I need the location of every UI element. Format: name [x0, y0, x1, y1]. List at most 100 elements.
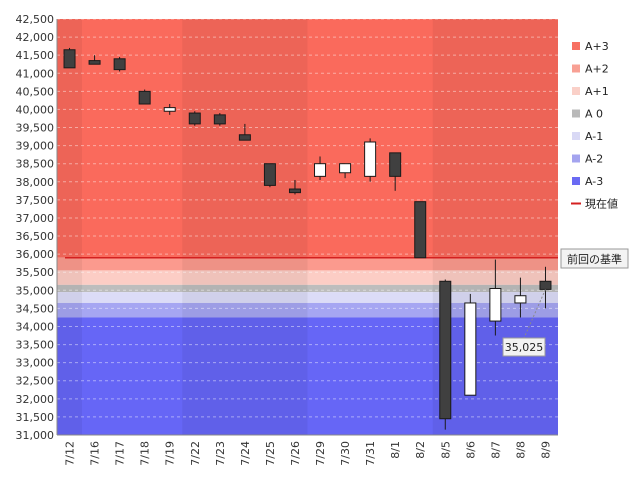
- candle-8/1: [389, 152, 402, 191]
- candle-7/23: [213, 113, 226, 126]
- candle-body-8/5: [439, 280, 452, 420]
- y-tick-label-14: 38,000: [16, 176, 55, 189]
- legend-label-7: 現在値: [585, 198, 618, 211]
- zone-band-0: [57, 19, 558, 258]
- zone-band-1: [57, 257, 558, 271]
- week-shade-2: [432, 19, 558, 435]
- y-tick-label-20: 41,000: [16, 67, 55, 80]
- candle-body-8/1: [389, 152, 402, 177]
- y-tick-label-8: 35,000: [16, 284, 55, 297]
- legend-label-1: A+2: [585, 63, 609, 76]
- candle-7/12: [63, 47, 76, 69]
- x-axis-tick-labels: 7/12 7/16 7/17 7/18 7/19 7/22 7/23 7/24 7/25 7/26…: [64, 441, 553, 466]
- candle-8/5: [439, 279, 452, 430]
- y-tick-label-1: 31,500: [16, 411, 55, 424]
- y-tick-label-6: 34,000: [16, 320, 55, 333]
- candle-7/17: [113, 56, 126, 72]
- candle-body-7/30: [339, 163, 352, 174]
- zone-band-5: [57, 302, 558, 318]
- x-tick-label-7/26: 7/26: [289, 441, 302, 466]
- x-tick-label-7/23: 7/23: [214, 441, 227, 466]
- y-tick-label-23: 42,500: [16, 13, 55, 26]
- candle-8/2: [414, 201, 427, 259]
- y-tick-label-16: 39,000: [16, 140, 55, 153]
- candle-body-7/26: [288, 188, 301, 194]
- y-tick-label-10: 36,000: [16, 248, 55, 261]
- candles: [63, 47, 552, 430]
- x-tick-label-8/2: 8/2: [414, 441, 427, 459]
- x-tick-label-7/30: 7/30: [339, 441, 352, 466]
- candle-body-8/2: [414, 201, 427, 259]
- candle-body-7/18: [138, 90, 151, 105]
- candle-7/31: [364, 138, 377, 182]
- candle-7/29: [314, 156, 327, 180]
- legend-swatch-5: [572, 154, 580, 163]
- x-tick-label-8/1: 8/1: [389, 441, 402, 459]
- y-tick-label-2: 32,000: [16, 393, 55, 406]
- reference-label: 前回の基準: [560, 248, 629, 269]
- y-tick-label-3: 32,500: [16, 375, 55, 388]
- x-tick-label-7/31: 7/31: [364, 441, 377, 466]
- y-tick-label-22: 42,000: [16, 31, 55, 44]
- y-tick-label-21: 41,500: [16, 49, 55, 62]
- candle-7/26: [288, 179, 301, 195]
- x-tick-label-7/17: 7/17: [114, 441, 127, 466]
- x-tick-label-8/6: 8/6: [464, 441, 477, 459]
- candle-7/24: [238, 123, 251, 141]
- x-tick-label-7/24: 7/24: [239, 441, 252, 466]
- legend-item-7: 現在値: [571, 198, 618, 211]
- zone-band-4: [57, 292, 558, 303]
- candle-8/7: [489, 259, 502, 336]
- zone-band-3: [57, 284, 558, 293]
- candle-body-7/25: [263, 163, 276, 186]
- zone-band-2: [57, 270, 558, 285]
- legend-item-1: A+2: [572, 63, 609, 76]
- callout-box: [502, 337, 546, 357]
- legend-item-3: A 0: [572, 108, 603, 121]
- x-tick-label-7/25: 7/25: [264, 441, 277, 466]
- legend-label-3: A 0: [585, 108, 603, 121]
- x-tick-label-7/19: 7/19: [164, 441, 177, 466]
- x-tick-label-8/7: 8/7: [489, 441, 502, 459]
- y-tick-label-13: 37,500: [16, 194, 55, 207]
- y-tick-label-12: 37,000: [16, 212, 55, 225]
- legend-item-4: A-1: [572, 130, 603, 143]
- y-tick-label-9: 35,500: [16, 266, 55, 279]
- legend-item-0: A+3: [572, 40, 609, 53]
- legend-label-6: A-3: [585, 175, 603, 188]
- legend-item-6: A-3: [572, 175, 603, 188]
- x-tick-label-8/5: 8/5: [439, 441, 452, 459]
- candle-body-7/12: [63, 49, 76, 69]
- y-tick-label-11: 36,500: [16, 230, 55, 243]
- legend-swatch-3: [572, 109, 580, 118]
- y-tick-label-15: 38,500: [16, 158, 55, 171]
- y-tick-label-18: 40,000: [16, 103, 55, 116]
- legend-label-5: A-2: [585, 153, 603, 166]
- candle-body-8/9: [539, 280, 552, 290]
- x-tick-label-7/29: 7/29: [314, 441, 327, 466]
- x-tick-label-8/9: 8/9: [539, 441, 552, 459]
- week-shade-1: [182, 19, 308, 435]
- axes: [56, 19, 558, 436]
- candle-body-8/8: [514, 295, 527, 304]
- y-tick-label-4: 33,000: [16, 357, 55, 370]
- callout-leader-line: [523, 289, 546, 339]
- candle-7/16: [88, 55, 101, 65]
- week-shade-0: [57, 19, 83, 435]
- legend-item-5: A-2: [572, 153, 603, 166]
- legend-swatch-0: [572, 42, 580, 50]
- legend-swatch-6: [572, 177, 580, 185]
- legend-label-4: A-1: [585, 130, 603, 143]
- candle-body-7/17: [113, 58, 126, 71]
- legend-item-2: A+1: [572, 85, 609, 98]
- y-tick-label-19: 40,500: [16, 85, 55, 98]
- candle-7/19: [163, 104, 176, 115]
- candle-7/22: [188, 111, 201, 126]
- legend: A+3 A+2 A+1 A 0 A-1 A-2 A-3 現在値: [571, 40, 618, 211]
- candle-body-7/31: [364, 141, 377, 177]
- x-tick-label-8/8: 8/8: [514, 441, 527, 459]
- candle-body-7/22: [188, 112, 201, 125]
- candle-body-7/19: [163, 107, 176, 112]
- candle-8/8: [514, 277, 527, 318]
